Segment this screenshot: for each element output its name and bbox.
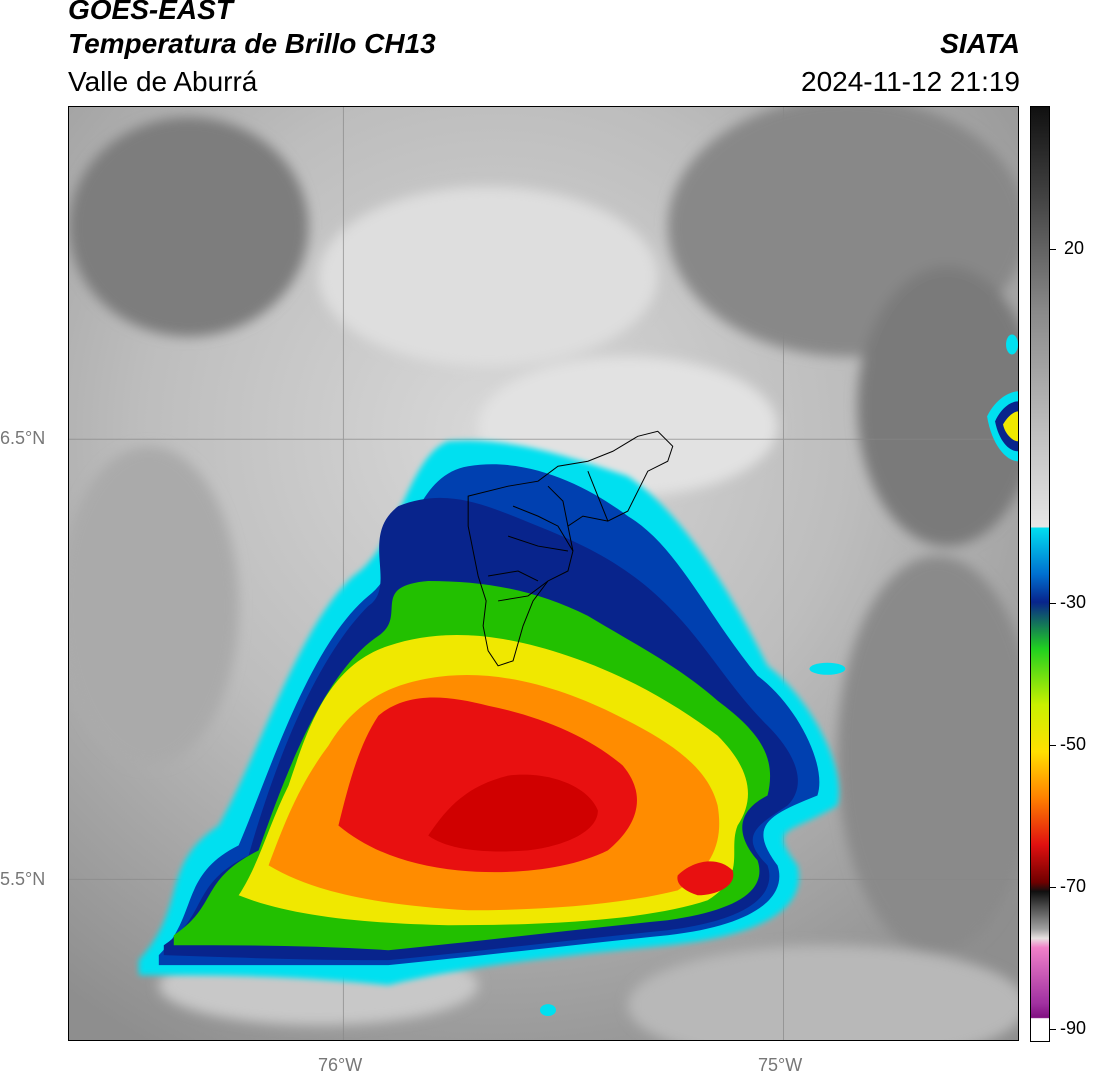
satellite-title: GOES-EAST [68,0,233,25]
colorbar-label-20: 20 [1064,238,1085,258]
lon-label-76w: 76°W [318,1055,363,1075]
convective-storm [138,334,1018,1017]
colorbar-tick [1050,249,1056,250]
colorbar-tick [1050,745,1056,746]
lat-label-5-5: 5.5°N [0,869,46,889]
colorbar-tick [1050,887,1056,888]
product-title: Temperatura de Brillo CH13 [68,28,436,59]
colorbar-tick [1050,603,1056,604]
satellite-map[interactable] [68,106,1019,1041]
lon-label-75w: 75°W [758,1055,803,1075]
cloud-texture [69,107,1018,1040]
colorbar-tick [1050,1029,1056,1030]
colorbar-label-minus50: -50 [1060,734,1087,754]
colorbar [1030,106,1050,1042]
colorbar-label-minus30: -30 [1060,592,1087,612]
agency-label: SIATA [940,28,1020,59]
datetime-label: 2024-11-12 21:19 [801,66,1020,97]
lat-label-6-5: 6.5°N [0,428,46,448]
municipal-boundaries [467,430,674,667]
colorbar-label-minus90: -90 [1060,1018,1087,1038]
region-subtitle: Valle de Aburrá [68,66,258,97]
colorbar-label-minus70: -70 [1060,876,1087,896]
